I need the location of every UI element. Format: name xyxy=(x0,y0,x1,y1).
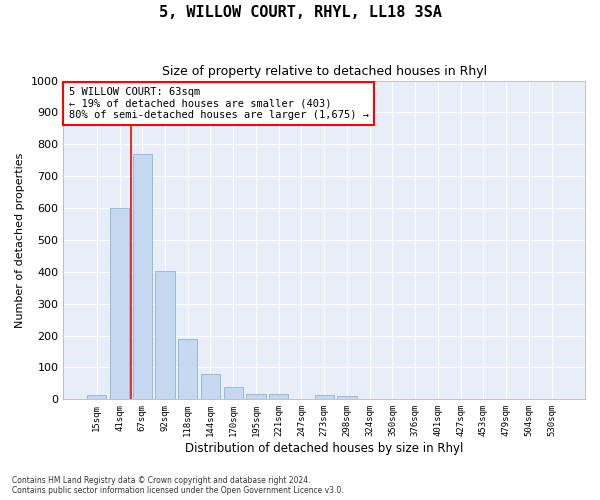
Bar xyxy=(178,339,197,400)
Title: Size of property relative to detached houses in Rhyl: Size of property relative to detached ho… xyxy=(161,65,487,78)
Y-axis label: Number of detached properties: Number of detached properties xyxy=(15,152,25,328)
Bar xyxy=(337,396,356,400)
X-axis label: Distribution of detached houses by size in Rhyl: Distribution of detached houses by size … xyxy=(185,442,463,455)
Text: 5, WILLOW COURT, RHYL, LL18 3SA: 5, WILLOW COURT, RHYL, LL18 3SA xyxy=(158,5,442,20)
Bar xyxy=(269,394,289,400)
Bar xyxy=(133,154,152,400)
Bar xyxy=(87,394,106,400)
Bar xyxy=(110,208,129,400)
Bar xyxy=(314,395,334,400)
Bar xyxy=(201,374,220,400)
Bar xyxy=(224,386,243,400)
Bar xyxy=(247,394,266,400)
Text: 5 WILLOW COURT: 63sqm
← 19% of detached houses are smaller (403)
80% of semi-det: 5 WILLOW COURT: 63sqm ← 19% of detached … xyxy=(68,87,368,120)
Text: Contains HM Land Registry data © Crown copyright and database right 2024.
Contai: Contains HM Land Registry data © Crown c… xyxy=(12,476,344,495)
Bar xyxy=(155,271,175,400)
